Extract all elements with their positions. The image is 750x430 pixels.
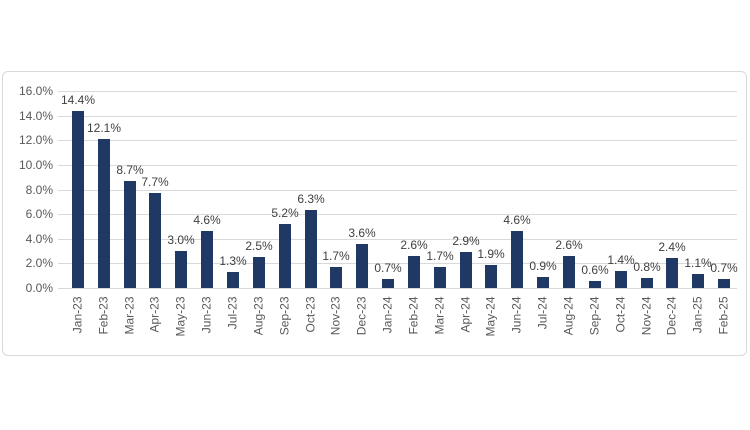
x-tick-label: Jul-23 — [225, 296, 240, 330]
bar-value-label: 1.7% — [322, 249, 350, 263]
bar-value-label: 4.6% — [503, 213, 531, 227]
x-tick-label: Mar-23 — [122, 296, 137, 335]
bar-Sep-24 — [589, 281, 601, 288]
y-tick-label: 10.0% — [18, 158, 53, 172]
x-tick-label: Jun-23 — [199, 296, 214, 334]
bar-value-label: 0.9% — [529, 259, 557, 273]
x-tick-label: Jan-23 — [70, 296, 85, 334]
bar-value-label: 14.4% — [60, 93, 96, 107]
chart-frame: 0.0% 2.0% 4.0% 6.0% 8.0% 10.0% 12.0% 14.0% 16.0%… — [2, 71, 747, 356]
bar-Dec-23 — [356, 244, 368, 288]
bar-value-label: 2.4% — [658, 240, 686, 254]
bar-Oct-23 — [305, 210, 317, 288]
bar-value-label: 2.9% — [452, 234, 480, 248]
bar-Sep-23 — [279, 224, 291, 288]
bar-value-label: 1.4% — [607, 253, 635, 267]
y-tick-label: 16.0% — [18, 84, 53, 98]
bar-May-24 — [485, 265, 497, 288]
bar-value-label: 1.3% — [219, 254, 247, 268]
bar-Oct-24 — [615, 271, 627, 288]
y-tick-label: 8.0% — [25, 183, 53, 197]
bar-Dec-24 — [666, 258, 678, 288]
bar-value-label: 6.3% — [297, 192, 325, 206]
x-tick-label: Feb-25 — [716, 296, 731, 335]
bar-value-label: 0.8% — [633, 260, 661, 274]
bar-value-label: 1.7% — [426, 249, 454, 263]
y-tick-label: 2.0% — [25, 256, 53, 270]
bar-value-label: 2.6% — [400, 238, 428, 252]
bar-Jan-24 — [382, 279, 394, 288]
y-tick-label: 6.0% — [25, 207, 53, 221]
bar-Jul-24 — [537, 277, 549, 288]
x-tick-label: Dec-23 — [354, 296, 369, 336]
x-tick-label: Oct-23 — [303, 296, 318, 333]
x-tick-label: Aug-23 — [251, 296, 266, 336]
bar-Jan-23 — [72, 111, 84, 288]
bar-value-label: 8.7% — [116, 163, 144, 177]
bar-value-label: 3.6% — [348, 226, 376, 240]
gridline — [58, 140, 737, 141]
x-tick-label: Nov-24 — [639, 296, 654, 336]
bar-value-label: 2.6% — [555, 238, 583, 252]
x-tick-label: Sep-24 — [587, 296, 602, 336]
x-tick-label: Jun-24 — [509, 296, 524, 334]
x-tick-label: Apr-23 — [147, 296, 162, 333]
bar-Jun-24 — [511, 231, 523, 288]
y-tick-label: 4.0% — [25, 232, 53, 246]
x-tick-label: Apr-24 — [458, 296, 473, 333]
y-tick-label: 14.0% — [18, 109, 53, 123]
gridline — [58, 91, 737, 92]
x-tick-label: Jul-24 — [535, 296, 550, 330]
bar-May-23 — [175, 251, 187, 288]
bar-Feb-24 — [408, 256, 420, 288]
bar-Mar-23 — [124, 181, 136, 288]
bar-Nov-24 — [641, 278, 653, 288]
x-tick-label: May-24 — [483, 296, 498, 337]
bar-value-label: 1.1% — [684, 256, 712, 270]
bar-Aug-24 — [563, 256, 575, 288]
bar-Feb-25 — [718, 279, 730, 288]
x-tick-label: Dec-24 — [664, 296, 679, 336]
bar-value-label: 1.9% — [477, 247, 505, 261]
x-tick-label: May-23 — [173, 296, 188, 337]
x-tick-label: Jan-25 — [690, 296, 705, 334]
x-tick-label: Aug-24 — [561, 296, 576, 336]
bar-value-label: 2.5% — [245, 239, 273, 253]
x-tick-label: Feb-24 — [406, 296, 421, 335]
bar-Apr-23 — [149, 193, 161, 288]
bar-value-label: 4.6% — [193, 213, 221, 227]
bar-Nov-23 — [330, 267, 342, 288]
x-tick-label: Sep-23 — [277, 296, 292, 336]
bar-Jun-23 — [201, 231, 213, 288]
bar-Feb-23 — [98, 139, 110, 288]
bar-Jan-25 — [692, 274, 704, 288]
gridline — [58, 116, 737, 117]
bar-value-label: 0.6% — [581, 263, 609, 277]
bar-value-label: 5.2% — [271, 206, 299, 220]
bar-Aug-23 — [253, 257, 265, 288]
bar-Jul-23 — [227, 272, 239, 288]
y-tick-label: 12.0% — [18, 133, 53, 147]
bar-value-label: 0.7% — [374, 261, 402, 275]
x-tick-label: Nov-23 — [328, 296, 343, 336]
gridline — [58, 190, 737, 191]
y-tick-label: 0.0% — [25, 281, 53, 295]
x-axis-line — [58, 288, 737, 289]
x-tick-label: Oct-24 — [613, 296, 628, 333]
bar-Mar-24 — [434, 267, 446, 288]
x-tick-label: Jan-24 — [380, 296, 395, 334]
x-tick-label: Mar-24 — [432, 296, 447, 335]
bar-value-label: 3.0% — [167, 233, 195, 247]
bar-value-label: 7.7% — [141, 175, 169, 189]
bar-value-label: 12.1% — [86, 121, 122, 135]
x-tick-label: Feb-23 — [96, 296, 111, 335]
bar-Apr-24 — [460, 252, 472, 288]
bar-value-label: 0.7% — [710, 261, 738, 275]
